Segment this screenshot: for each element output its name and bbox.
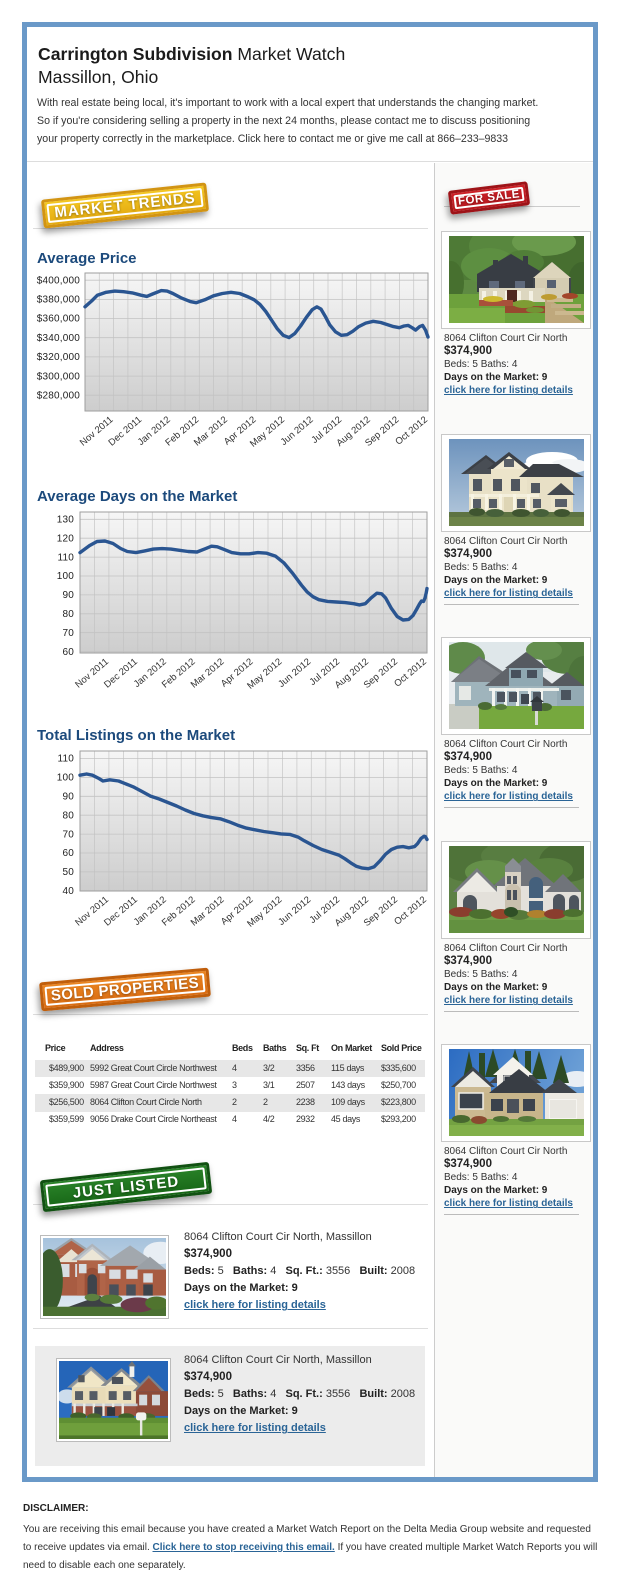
svg-text:$400,000: $400,000 xyxy=(37,275,81,286)
svg-text:Oct 2012: Oct 2012 xyxy=(392,894,429,927)
svg-text:70: 70 xyxy=(62,628,74,639)
svg-text:$360,000: $360,000 xyxy=(37,314,81,325)
svg-text:Jun 2012: Jun 2012 xyxy=(276,894,313,928)
svg-text:70: 70 xyxy=(62,829,74,840)
svg-text:100: 100 xyxy=(57,571,75,582)
svg-text:$380,000: $380,000 xyxy=(37,295,81,306)
svg-text:110: 110 xyxy=(57,754,74,765)
svg-text:Jun 2012: Jun 2012 xyxy=(276,656,313,690)
svg-text:$280,000: $280,000 xyxy=(37,390,81,401)
svg-text:80: 80 xyxy=(62,609,74,620)
svg-text:100: 100 xyxy=(57,773,75,784)
svg-text:110: 110 xyxy=(57,552,74,563)
svg-text:Oct 2012: Oct 2012 xyxy=(392,656,429,689)
svg-text:130: 130 xyxy=(57,515,75,526)
svg-text:60: 60 xyxy=(62,647,74,658)
svg-text:50: 50 xyxy=(62,867,74,878)
svg-text:90: 90 xyxy=(62,590,74,601)
svg-text:40: 40 xyxy=(62,886,74,897)
svg-text:80: 80 xyxy=(62,810,74,821)
svg-text:60: 60 xyxy=(62,848,74,859)
svg-text:120: 120 xyxy=(57,533,75,544)
svg-text:$300,000: $300,000 xyxy=(37,371,81,382)
svg-text:$320,000: $320,000 xyxy=(37,352,81,363)
svg-text:Oct 2012: Oct 2012 xyxy=(393,414,430,447)
svg-text:90: 90 xyxy=(62,792,74,803)
svg-text:$340,000: $340,000 xyxy=(37,333,81,344)
